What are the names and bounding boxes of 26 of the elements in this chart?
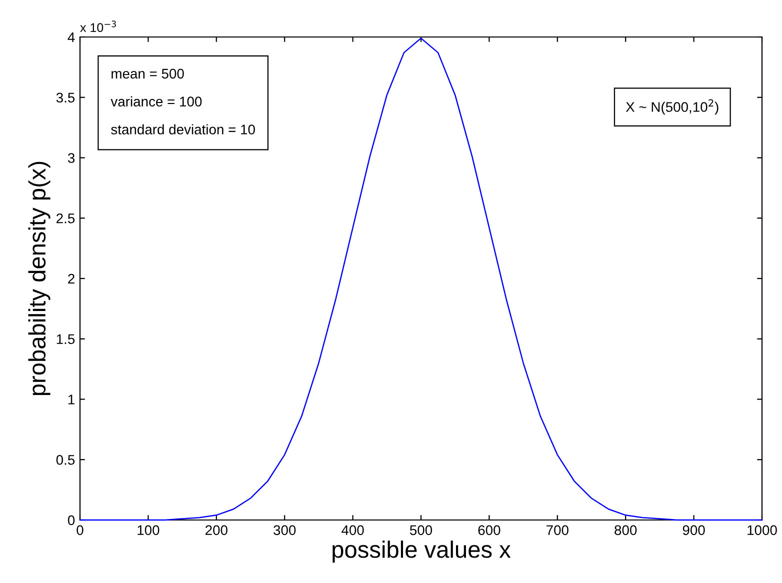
annotation: X ~ N(500,10$^{2}$): [626, 99, 718, 115]
x-tick-label: 700: [546, 525, 568, 536]
x-tick-label: 500: [410, 525, 432, 536]
x-tick-label: 300: [274, 525, 296, 536]
y-tick-label: 2.5: [56, 213, 75, 224]
y-tick-label: 3: [68, 153, 75, 163]
x-tick-label: 800: [614, 525, 637, 536]
y-tick-label: 1.5: [56, 334, 75, 344]
y-tick-label: 3.5: [56, 92, 75, 103]
y-axis-title: probability density p(x): [28, 162, 50, 396]
y-tick-label: 0.5: [56, 454, 75, 465]
y-tick-label: 1: [68, 394, 74, 404]
x-tick-label: 0: [76, 525, 84, 536]
x-tick-label: 1000: [748, 525, 777, 536]
y-tick-label: 0: [68, 515, 75, 526]
text: mean = 500 variance = 100 standard deviation = 10: [110, 68, 255, 134]
x-tick-label: 100: [138, 525, 160, 536]
y-tick-label: 4: [68, 32, 75, 42]
y-tick-label: 2: [68, 274, 74, 284]
x-tick-label: 900: [682, 525, 705, 536]
x-axis-title: possible values x: [332, 540, 511, 563]
x-tick-label: 400: [342, 525, 364, 536]
x-tick-label: 600: [478, 525, 500, 536]
x-tick-label: 200: [206, 525, 228, 536]
line-series: [79, 38, 763, 521]
text: x 10$^{−3}$: [80, 20, 116, 32]
